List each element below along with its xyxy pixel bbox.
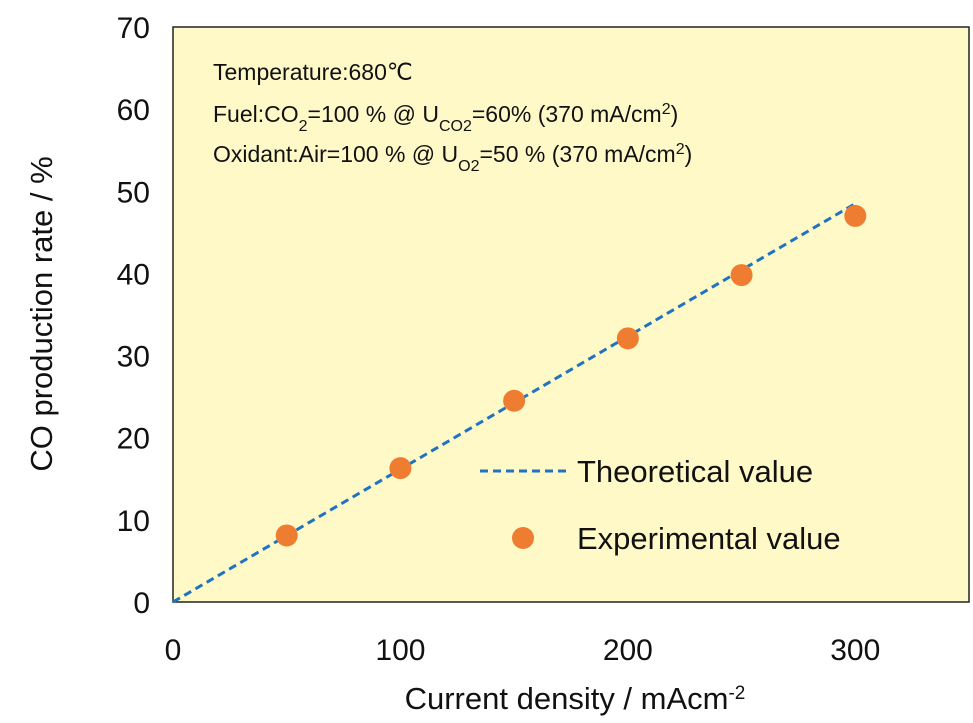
annotation-oxidant: Oxidant:Air=100 % @ UO2=50 % (370 mA/cm2… — [213, 141, 692, 175]
annotation-block: Temperature:680℃ Fuel:CO2=100 % @ UCO2=6… — [213, 59, 692, 175]
x-axis-label: Current density / mAcm-2 — [405, 681, 746, 716]
y-tick-label: 40 — [117, 258, 150, 291]
x-tick-label: 100 — [375, 634, 425, 667]
annotation-temperature: Temperature:680℃ — [213, 59, 413, 85]
y-tick-label: 20 — [117, 423, 150, 456]
x-tick-label: 200 — [603, 634, 653, 667]
experimental-value-point — [503, 389, 526, 412]
experimental-value-point — [275, 524, 298, 547]
plot-area — [172, 26, 970, 603]
y-tick-label: 10 — [117, 505, 150, 538]
x-tick-label: 300 — [830, 634, 880, 667]
y-tick-label: 0 — [133, 587, 150, 620]
annotation-fuel: Fuel:CO2=100 % @ UCO2=60% (370 mA/cm2) — [213, 101, 678, 135]
y-tick-label: 70 — [117, 12, 150, 45]
experimental-value-point — [844, 204, 867, 227]
experimental-value-point — [389, 457, 412, 480]
y-tick-label: 60 — [117, 94, 150, 127]
y-tick-label: 30 — [117, 341, 150, 374]
x-tick-label: 0 — [165, 634, 182, 667]
legend-theoretical-label: Theoretical value — [577, 454, 813, 489]
experimental-value-point — [616, 327, 639, 350]
x-axis-ticks: 0 100 200 300 — [165, 634, 881, 667]
legend-experimental-label: Experimental value — [577, 521, 841, 556]
legend: Theoretical value Experimental value — [480, 454, 841, 556]
series-layer — [172, 202, 867, 604]
y-axis-ticks: 0 10 20 30 40 50 60 70 — [117, 12, 150, 620]
experimental-value-point — [730, 264, 753, 287]
legend-experimental-swatch — [512, 527, 534, 549]
y-tick-label: 50 — [117, 176, 150, 209]
y-axis-label: CO production rate / % — [24, 156, 59, 471]
